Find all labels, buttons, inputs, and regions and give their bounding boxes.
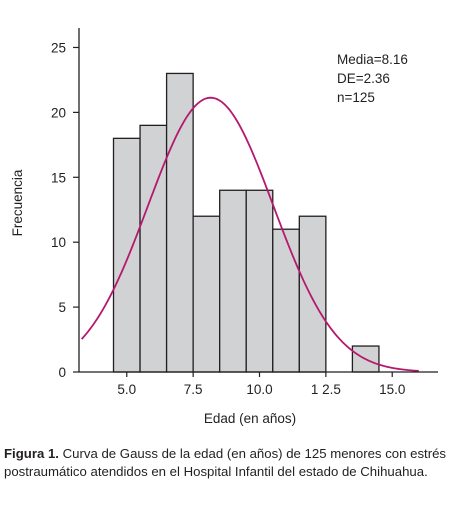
y-tick-label: 25 <box>51 40 66 55</box>
axes <box>78 28 438 373</box>
histogram-bar-1 <box>112 137 141 373</box>
histogram-bars <box>112 72 380 373</box>
y-axis-title: Frecuencia <box>10 169 25 236</box>
ticks: 0 5 10 15 20 25 5.0 7.5 10.0 1 2.5 15.0 <box>51 40 405 397</box>
histogram-bar-3 <box>165 72 194 373</box>
stats-line: DE=2.36 <box>337 71 390 86</box>
histogram-bar-7 <box>272 228 300 373</box>
histogram-bar-2 <box>139 124 168 373</box>
x-tick-label: 5.0 <box>117 382 136 397</box>
y-tick-label: 10 <box>51 235 66 250</box>
histogram-bar-6 <box>245 189 274 373</box>
x-tick-label: 7.5 <box>184 382 203 397</box>
normal-curve-layer <box>80 96 419 372</box>
stats-line: n=125 <box>337 90 375 105</box>
caption-text: Curva de Gauss de la edad (en años) de 1… <box>4 446 447 479</box>
x-tick-label: 15.0 <box>379 382 405 397</box>
caption-label: Figura 1. <box>4 446 59 461</box>
histogram-bar-8 <box>298 215 327 373</box>
histogram-chart: 0 5 10 15 20 25 5.0 7.5 10.0 1 2.5 15.0 Media=8.16… <box>10 28 438 426</box>
x-axis-title: Edad (en años) <box>204 411 296 426</box>
y-tick-label: 0 <box>58 365 66 380</box>
x-tick-label: 1 2.5 <box>311 382 341 397</box>
normal-curve <box>80 96 419 372</box>
y-tick-label: 5 <box>58 300 66 315</box>
y-tick-label: 15 <box>51 170 66 185</box>
y-tick-label: 20 <box>51 105 66 120</box>
stats-line: Media=8.16 <box>337 52 408 67</box>
x-tick-label: 10.0 <box>246 382 272 397</box>
histogram-bar-4 <box>192 215 221 373</box>
stats-annotation: Media=8.16 DE=2.36 n=125 <box>337 52 408 105</box>
histogram-bar-5 <box>219 189 247 373</box>
figure-caption: Figura 1. Curva de Gauss de la edad (en … <box>4 445 450 481</box>
